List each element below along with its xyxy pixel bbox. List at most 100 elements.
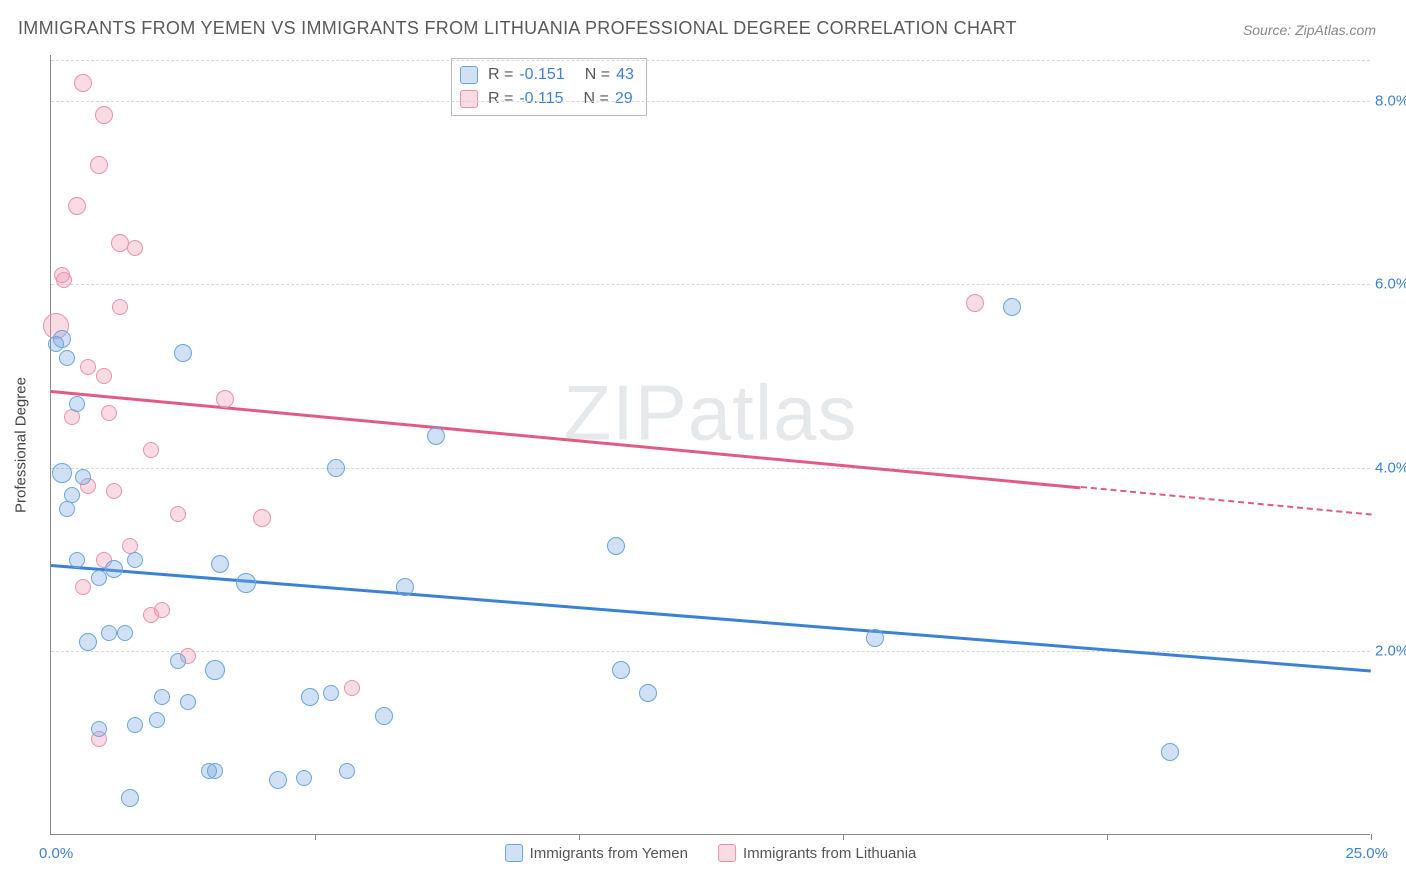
y-axis-title: Professional Degree — [13, 377, 30, 513]
data-point — [170, 653, 186, 669]
data-point — [59, 350, 75, 366]
data-point — [75, 579, 91, 595]
data-point — [127, 717, 143, 733]
data-point — [396, 578, 414, 596]
stats-row: R = -0.115 N = 29 — [460, 87, 634, 111]
r-value: -0.115 — [519, 87, 563, 111]
gridline — [51, 284, 1370, 285]
n-label: N = — [584, 87, 609, 111]
correlation-stats-legend: R = -0.151 N = 43 R = -0.115 N = 29 — [451, 58, 647, 116]
data-point — [236, 573, 256, 593]
data-point — [323, 685, 339, 701]
data-point — [301, 688, 319, 706]
series-swatch — [505, 844, 523, 862]
data-point — [211, 555, 229, 573]
gridline — [51, 468, 1370, 469]
y-tick-label: 2.0% — [1375, 643, 1406, 660]
data-point — [375, 707, 393, 725]
data-point — [339, 763, 355, 779]
data-point — [69, 552, 85, 568]
data-point — [253, 509, 271, 527]
trend-line — [1080, 486, 1371, 516]
x-tick — [843, 834, 844, 840]
series-swatch — [460, 66, 478, 84]
y-tick-label: 4.0% — [1375, 459, 1406, 476]
series-name: Immigrants from Lithuania — [743, 845, 916, 862]
legend-item: Immigrants from Lithuania — [718, 844, 916, 862]
watermark: ZIPatlas — [563, 368, 857, 459]
data-point — [101, 405, 117, 421]
data-point — [106, 483, 122, 499]
y-tick-label: 6.0% — [1375, 276, 1406, 293]
data-point — [127, 240, 143, 256]
n-value: 43 — [616, 63, 634, 87]
data-point — [56, 272, 72, 288]
data-point — [344, 680, 360, 696]
data-point — [327, 459, 345, 477]
x-tick — [579, 834, 580, 840]
r-label: R = — [488, 63, 513, 87]
data-point — [143, 442, 159, 458]
data-point — [96, 368, 112, 384]
x-axis-max-label: 25.0% — [1345, 845, 1388, 862]
gridline — [51, 101, 1370, 102]
data-point — [68, 197, 86, 215]
data-point — [296, 770, 312, 786]
data-point — [80, 359, 96, 375]
r-label: R = — [488, 87, 513, 111]
data-point — [127, 552, 143, 568]
data-point — [180, 694, 196, 710]
data-point — [105, 560, 123, 578]
data-point — [207, 763, 223, 779]
legend-item: Immigrants from Yemen — [505, 844, 688, 862]
series-swatch — [460, 90, 478, 108]
data-point — [427, 427, 445, 445]
data-point — [59, 501, 75, 517]
x-axis-min-label: 0.0% — [39, 845, 73, 862]
data-point — [1161, 743, 1179, 761]
data-point — [866, 629, 884, 647]
chart-container: IMMIGRANTS FROM YEMEN VS IMMIGRANTS FROM… — [0, 0, 1406, 892]
data-point — [90, 156, 108, 174]
data-point — [52, 463, 72, 483]
data-point — [966, 294, 984, 312]
data-point — [111, 234, 129, 252]
x-tick — [1371, 834, 1372, 840]
plot-area: ZIPatlas Professional Degree R = -0.151 … — [50, 55, 1370, 835]
data-point — [612, 661, 630, 679]
x-tick — [315, 834, 316, 840]
chart-title: IMMIGRANTS FROM YEMEN VS IMMIGRANTS FROM… — [18, 18, 1017, 39]
data-point — [112, 299, 128, 315]
data-point — [64, 409, 80, 425]
series-swatch — [718, 844, 736, 862]
data-point — [101, 625, 117, 641]
data-point — [1003, 298, 1021, 316]
data-point — [69, 396, 85, 412]
gridline — [51, 651, 1370, 652]
y-tick-label: 8.0% — [1375, 92, 1406, 109]
data-point — [174, 344, 192, 362]
data-point — [91, 721, 107, 737]
data-point — [170, 506, 186, 522]
data-point — [79, 633, 97, 651]
series-legend: Immigrants from Yemen Immigrants from Li… — [505, 844, 917, 862]
data-point — [269, 771, 287, 789]
data-point — [95, 106, 113, 124]
data-point — [121, 789, 139, 807]
x-tick — [1107, 834, 1108, 840]
source-attribution: Source: ZipAtlas.com — [1243, 22, 1376, 38]
data-point — [216, 390, 234, 408]
data-point — [607, 537, 625, 555]
gridline — [51, 60, 1370, 61]
data-point — [639, 684, 657, 702]
n-label: N = — [585, 63, 610, 87]
series-name: Immigrants from Yemen — [530, 845, 688, 862]
r-value: -0.151 — [519, 63, 564, 87]
data-point — [91, 570, 107, 586]
data-point — [74, 74, 92, 92]
data-point — [117, 625, 133, 641]
trend-line — [51, 390, 1081, 489]
n-value: 29 — [615, 87, 633, 111]
data-point — [205, 660, 225, 680]
data-point — [48, 336, 64, 352]
